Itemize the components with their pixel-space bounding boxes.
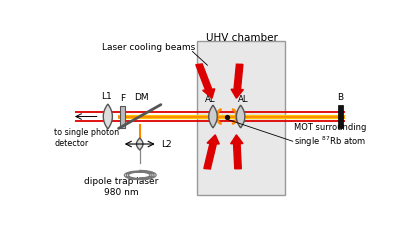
Bar — [339, 105, 343, 129]
Text: L1: L1 — [101, 92, 112, 101]
Text: L2: L2 — [162, 139, 172, 149]
Text: UHV chamber: UHV chamber — [206, 33, 278, 43]
Text: AL: AL — [238, 95, 249, 104]
Text: Laser cooling beams: Laser cooling beams — [102, 43, 195, 52]
Text: to single photon
detector: to single photon detector — [54, 128, 119, 148]
Bar — [197, 41, 285, 195]
Polygon shape — [103, 104, 113, 129]
FancyArrow shape — [196, 64, 215, 98]
FancyArrow shape — [204, 135, 219, 169]
Text: F: F — [120, 94, 125, 103]
Polygon shape — [236, 105, 245, 128]
Polygon shape — [209, 105, 217, 128]
FancyArrow shape — [231, 135, 243, 169]
Text: B: B — [338, 93, 344, 102]
Polygon shape — [136, 138, 143, 150]
FancyArrow shape — [231, 64, 244, 98]
Text: MOT surrounding
single $^{87}$Rb atom: MOT surrounding single $^{87}$Rb atom — [294, 123, 366, 149]
Bar — [120, 105, 125, 128]
Text: AL: AL — [205, 95, 216, 104]
Text: dipole trap laser
980 nm: dipole trap laser 980 nm — [84, 177, 158, 197]
Text: DM: DM — [134, 93, 149, 102]
